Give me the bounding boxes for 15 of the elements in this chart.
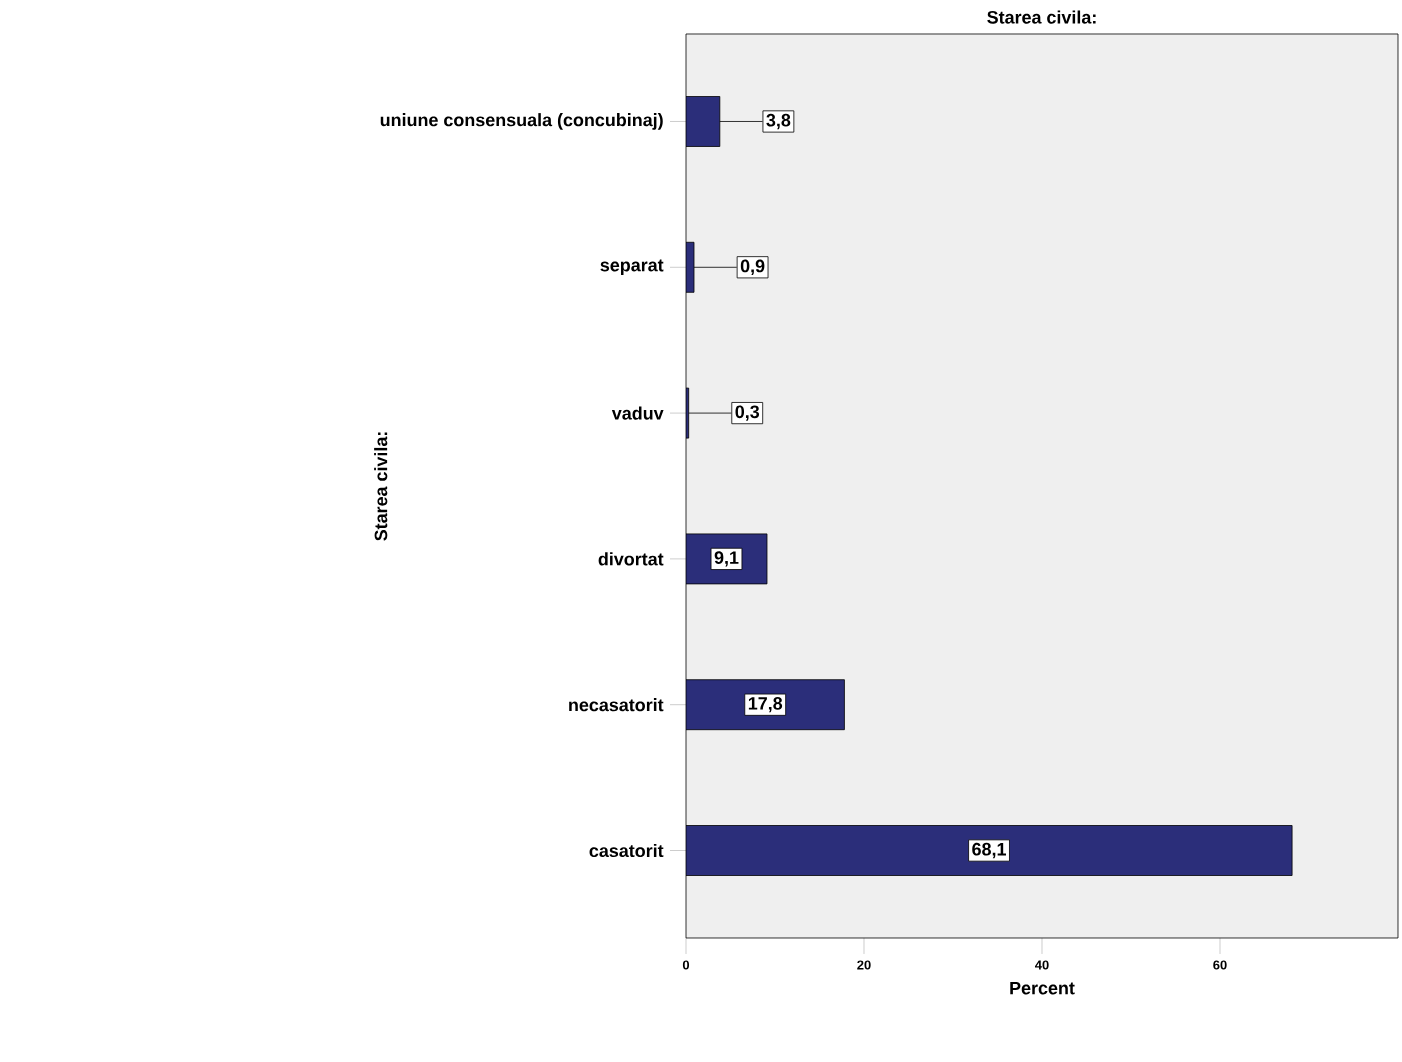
y-tick-label: necasatorit: [569, 698, 664, 712]
data-label: 9,1: [714, 551, 739, 567]
y-tick-label: divortat: [598, 552, 664, 566]
data-label: 3,8: [766, 113, 791, 130]
y-axis-title: Starea civila:: [374, 432, 388, 541]
y-tick-label: casatorit: [589, 843, 664, 858]
data-label: 0,3: [735, 405, 760, 421]
x-axis-title: Percent: [1010, 981, 1075, 995]
y-tick-label: uniune consensuala (concubinaj): [380, 113, 663, 130]
y-tick-label: separat: [600, 259, 664, 275]
data-label: 0,9: [740, 259, 765, 275]
y-tick-label: vaduv: [611, 406, 664, 420]
data-label: 17,8: [748, 697, 783, 713]
data-label: 68,1: [972, 842, 1006, 859]
chart-title: Starea civila:: [987, 10, 1096, 24]
